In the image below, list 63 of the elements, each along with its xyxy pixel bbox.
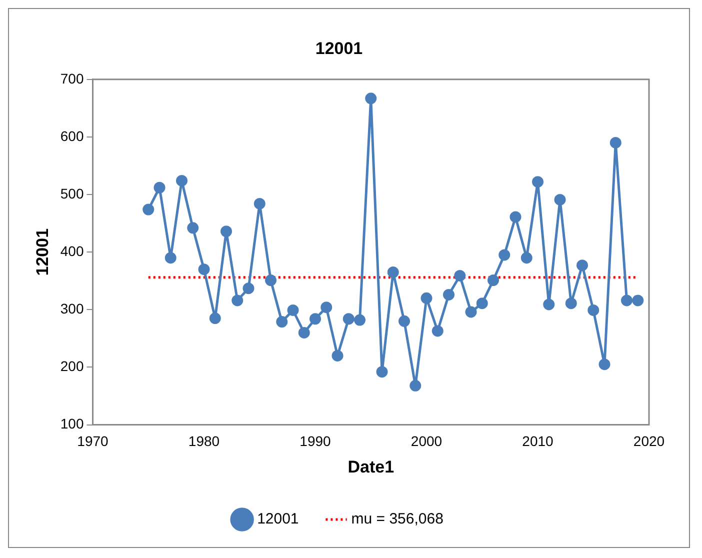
point <box>588 304 600 316</box>
point <box>298 326 310 338</box>
chart-title: 12001 <box>315 38 363 58</box>
point <box>242 282 254 294</box>
point <box>187 222 199 234</box>
point <box>232 294 244 306</box>
point <box>276 316 288 328</box>
point <box>565 298 577 310</box>
point <box>376 366 388 378</box>
point <box>398 315 410 327</box>
y-tick-label: 200 <box>60 358 84 374</box>
point <box>488 274 500 286</box>
x-tick-label: 2000 <box>410 433 442 450</box>
y-tick-label: 300 <box>60 300 84 317</box>
y-tick-label: 100 <box>60 416 84 432</box>
point <box>532 176 544 188</box>
point <box>142 204 154 216</box>
legend-label: mu = 356,068 <box>351 510 444 528</box>
y-tick-label: 600 <box>60 128 84 144</box>
point <box>520 252 532 264</box>
x-tick-label: 2020 <box>633 433 665 450</box>
point <box>154 182 166 194</box>
point <box>198 264 210 276</box>
point <box>265 274 277 286</box>
point <box>554 194 566 206</box>
point <box>320 302 332 314</box>
y-axis-title: 12001 <box>32 228 52 276</box>
point <box>354 314 366 326</box>
y-tick-label: 700 <box>60 70 84 86</box>
point <box>365 92 377 104</box>
point <box>465 306 477 318</box>
point <box>598 358 610 370</box>
point <box>498 249 510 261</box>
point <box>387 266 399 278</box>
point <box>454 270 466 282</box>
point <box>420 292 432 304</box>
point <box>220 226 232 238</box>
point <box>209 312 221 324</box>
point <box>342 313 354 325</box>
x-axis-title: Date1 <box>348 457 394 476</box>
point <box>610 136 622 148</box>
point <box>543 298 555 310</box>
y-tick-label: 400 <box>60 242 84 259</box>
point <box>310 313 322 325</box>
point <box>410 380 422 392</box>
x-tick-label: 2010 <box>522 433 554 450</box>
point <box>476 298 488 310</box>
point <box>576 260 588 272</box>
point <box>432 325 444 337</box>
legend-label: 12001 <box>257 510 299 528</box>
x-tick-label: 1990 <box>300 433 332 450</box>
point <box>176 174 188 186</box>
point <box>287 304 299 316</box>
x-tick-label: 1970 <box>77 433 109 450</box>
point <box>510 211 522 223</box>
point <box>443 288 455 300</box>
x-tick-label: 1980 <box>188 433 220 450</box>
point <box>332 350 344 362</box>
point <box>164 252 176 264</box>
point <box>254 198 266 210</box>
point <box>632 294 644 306</box>
y-tick-label: 500 <box>60 185 84 202</box>
point <box>621 294 632 306</box>
